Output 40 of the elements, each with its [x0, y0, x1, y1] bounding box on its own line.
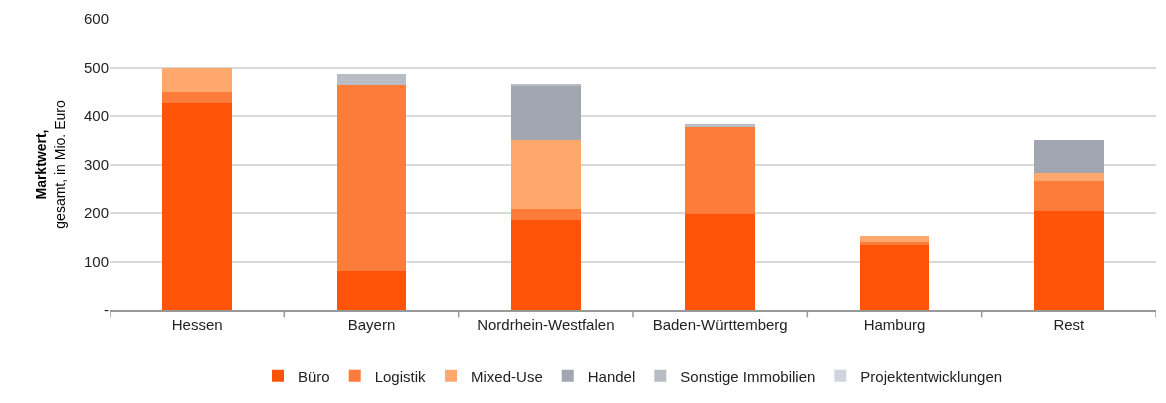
bar [336, 84, 407, 271]
y-tick-label: 600 [83, 10, 109, 28]
bar [510, 140, 581, 210]
y-tick-label: - [104, 301, 109, 319]
bar [859, 242, 930, 245]
x-tick-label: Hessen [171, 315, 223, 333]
legend-label: Büro [298, 367, 330, 385]
bar [162, 92, 233, 104]
y-tick-label: 200 [83, 204, 109, 222]
legend-label: Handel [587, 367, 636, 385]
y-tick-label: 300 [83, 155, 109, 173]
x-tick-label: Bayern [347, 315, 396, 333]
bar [685, 123, 756, 127]
x-tick-label: Hamburg [863, 315, 926, 333]
bar [510, 209, 581, 221]
bar [336, 73, 407, 85]
legend-label: Projektentwicklungen [860, 367, 1003, 385]
x-tick-label: Baden-Württemberg [652, 315, 788, 333]
y-tick-label: 500 [83, 58, 109, 76]
bar [685, 214, 756, 310]
legend-label: Sonstige Immobilien [680, 367, 816, 385]
x-tick-label: Rest [1053, 315, 1086, 333]
bar [510, 85, 581, 141]
legend-label: Mixed-Use [471, 367, 543, 385]
bar [1033, 139, 1104, 174]
legend-label: Logistik [374, 367, 427, 385]
bar [1033, 173, 1104, 182]
y-axis-title: Marktwert, gesamt, in Mio. Euro [33, 100, 68, 229]
bar [1033, 181, 1104, 212]
bar [510, 220, 581, 310]
bar [162, 103, 233, 310]
bar [1033, 211, 1104, 310]
bar [859, 244, 930, 310]
bar [685, 126, 756, 215]
bar [162, 67, 233, 93]
y-tick-label: 100 [83, 252, 109, 270]
x-tick-label: Nordrhein-Westfalen [477, 315, 615, 333]
bar [859, 235, 930, 243]
y-tick-label: 400 [83, 107, 109, 125]
bar [336, 270, 407, 310]
